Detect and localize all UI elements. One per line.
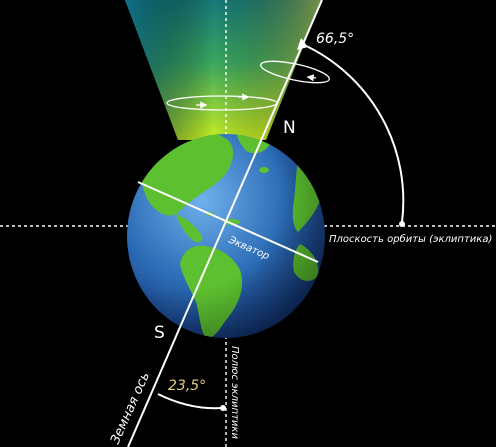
earth-globe	[127, 134, 325, 338]
equator-line	[137, 181, 319, 263]
south-pole-label: S	[154, 323, 165, 343]
axial-arc-endpoint	[220, 405, 226, 411]
precession-ring-axis	[260, 60, 330, 84]
earth-axis-label: Земная ось	[108, 370, 153, 447]
axial-angle-label: 23,5°	[168, 378, 206, 394]
ecliptic-pole-label: Полюс эклиптики	[229, 346, 240, 439]
tilt-angle-label: 66,5°	[316, 31, 354, 47]
orbit-plane-label: Плоскость орбиты (эклиптика)	[329, 233, 492, 245]
north-pole-label: N	[283, 118, 296, 138]
tilt-arc-endpoint	[399, 221, 405, 227]
earth-axis-line	[127, 0, 323, 447]
axial-arc	[157, 393, 223, 410]
light-cone	[125, 0, 322, 140]
tilt-arc	[301, 43, 405, 223]
tilt-arc-arrowhead	[297, 38, 308, 50]
